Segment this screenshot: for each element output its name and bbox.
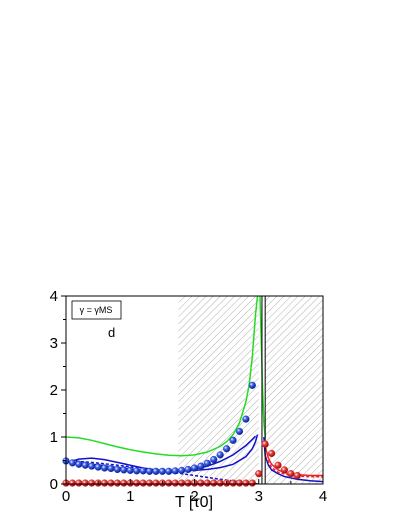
series-line-7 [264, 455, 323, 478]
data-point-0-11 [133, 467, 141, 475]
y-tick-label-0: 0 [50, 476, 58, 493]
data-point-0-15 [158, 467, 166, 475]
series-line-5 [263, 436, 323, 483]
data-point-0-26 [229, 436, 237, 444]
data-point-1-16 [165, 479, 173, 487]
data-point-1-2 [75, 479, 83, 487]
panel-label: d [108, 325, 115, 340]
data-point-0-28 [242, 415, 250, 423]
data-point-1-9 [120, 479, 128, 487]
data-point-1-17 [171, 479, 179, 487]
data-point-2-6 [293, 471, 301, 480]
data-point-0-23 [210, 455, 218, 464]
data-point-0-12 [139, 467, 147, 475]
y-tick-label-1: 1 [50, 429, 58, 446]
data-point-0-2 [75, 460, 83, 468]
data-point-1-12 [139, 479, 147, 487]
y-tick-label-4: 4 [50, 288, 58, 305]
data-point-1-13 [145, 479, 154, 487]
data-point-0-8 [113, 465, 122, 474]
series-line-0 [66, 296, 259, 457]
data-point-0-5 [94, 463, 102, 471]
data-point-0-10 [126, 466, 134, 474]
data-point-1-3 [81, 479, 89, 487]
data-point-0-24 [216, 451, 224, 459]
data-point-0-6 [100, 464, 109, 472]
data-point-0-13 [145, 467, 154, 475]
vertical-lines [261, 296, 266, 484]
data-point-0-18 [178, 466, 186, 474]
data-point-1-26 [229, 479, 237, 487]
legend-text: γ = γMS [80, 305, 113, 315]
x-axis: 0 1 2 3 4 [62, 479, 327, 505]
data-point-1-24 [216, 479, 224, 487]
shaded-regions [178, 296, 323, 484]
markers-layer [62, 381, 301, 487]
y-axis: 0 1 2 3 4 [50, 288, 66, 493]
data-point-1-8 [113, 479, 122, 487]
data-point-1-6 [100, 479, 109, 487]
data-point-0-29 [248, 381, 256, 389]
data-point-2-5 [287, 470, 295, 478]
data-point-0-1 [68, 459, 77, 467]
x-tick-label-0: 0 [62, 488, 70, 505]
data-point-1-4 [88, 479, 96, 487]
data-point-1-28 [242, 479, 250, 487]
data-point-0-16 [165, 467, 173, 475]
data-point-0-14 [152, 467, 160, 475]
data-point-0-19 [184, 465, 192, 474]
data-point-2-3 [274, 461, 282, 469]
data-point-1-11 [133, 479, 141, 487]
data-point-0-4 [88, 462, 96, 470]
data-point-1-21 [197, 479, 205, 487]
data-point-0-3 [81, 461, 89, 469]
data-point-0-25 [223, 445, 231, 453]
y-tick-label-2: 2 [50, 382, 58, 399]
data-point-1-18 [178, 479, 186, 487]
x-tick-label-3: 3 [255, 488, 263, 505]
data-point-2-4 [280, 466, 289, 474]
series-line-1 [259, 296, 266, 438]
data-point-0-27 [235, 427, 244, 435]
data-point-1-7 [107, 479, 115, 487]
legend-box: γ = γMS [71, 300, 122, 320]
x-axis-title: T [τ0] [175, 494, 213, 511]
data-point-0-17 [171, 467, 179, 475]
data-point-1-29 [248, 479, 256, 487]
data-point-0-9 [120, 466, 128, 474]
data-point-2-1 [261, 440, 269, 448]
y-tick-label-3: 3 [50, 335, 58, 352]
data-point-0-7 [107, 464, 115, 473]
data-point-1-23 [210, 479, 218, 487]
data-point-1-27 [235, 479, 244, 487]
data-point-1-1 [68, 479, 77, 487]
data-point-1-22 [203, 479, 211, 487]
x-tick-label-4: 4 [319, 488, 327, 505]
data-point-1-14 [152, 479, 160, 487]
data-point-0-20 [190, 464, 199, 472]
x-tick-label-2: 2 [190, 488, 198, 505]
data-point-2-0 [255, 470, 263, 478]
data-point-0-21 [197, 462, 205, 470]
x-tick-label-1: 1 [126, 488, 134, 505]
data-point-0-22 [203, 459, 211, 467]
data-point-1-19 [184, 479, 192, 487]
data-point-2-2 [268, 449, 276, 458]
